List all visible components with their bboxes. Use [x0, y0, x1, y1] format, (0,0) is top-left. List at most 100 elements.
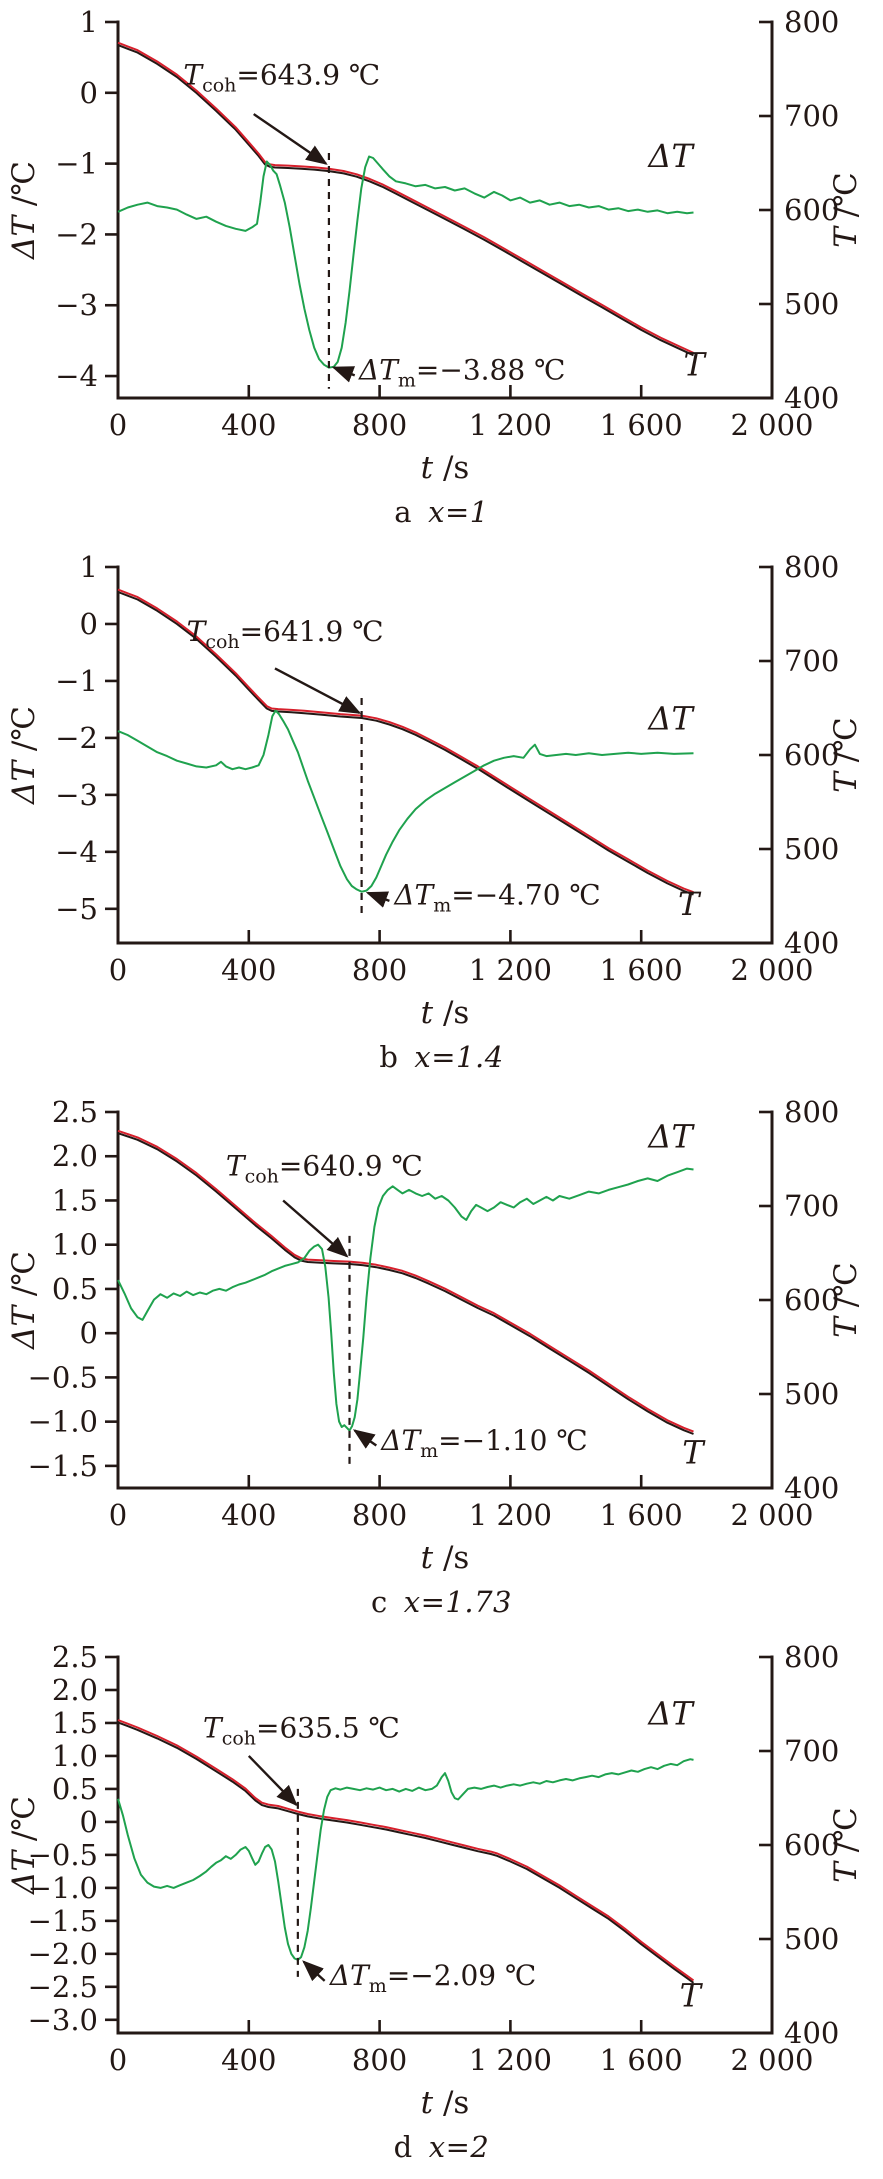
temperature-curve-label: T — [678, 885, 702, 923]
right-axis-title: T /℃ — [828, 172, 864, 248]
x-axis-tick-label: 800 — [352, 408, 407, 442]
x-axis-tick-label: 0 — [109, 408, 127, 442]
left-axis-tick-label: 0 — [80, 1805, 98, 1839]
t-coh-annotation-arrow — [274, 667, 362, 714]
left-axis-tick-label: 0.5 — [52, 1272, 98, 1306]
x-axis-tick-label: 2 000 — [730, 408, 813, 442]
t-coh-annotation-text: Tcoh=640.9 ℃ — [226, 1150, 423, 1188]
x-axis-title-unit: /s — [433, 450, 469, 486]
left-axis-title: ΔT /℃ — [6, 1796, 42, 1895]
delta-t-m-annotation-text: ΔTm=−3.88 ℃ — [358, 354, 565, 392]
subtitle-expression: x=1 — [428, 495, 489, 529]
right-axis-tick-label: 600 — [784, 1828, 839, 1862]
delta-t-m-annotation-subscript: m — [369, 1975, 387, 1997]
x-axis-tick-label: 2 000 — [730, 953, 813, 987]
chart-panel-b: 1 0 −1 −2 −3 −4 −5 800 700 600 500 400 0 400 800 1 200 1… — [0, 545, 883, 1090]
left-axis-tick-label: −1.5 — [28, 1449, 98, 1483]
x-axis-title-unit: /s — [433, 2085, 469, 2121]
x-axis-title-unit: /s — [433, 1540, 469, 1576]
delta-t-curve-label: ΔT — [646, 1694, 695, 1732]
x-axis-tick-label: 1 600 — [600, 408, 683, 442]
delta-t-curve — [117, 155, 694, 369]
delta-t-m-annotation-arrow — [331, 366, 356, 383]
x-axis-tick-label: 2 000 — [730, 1498, 813, 1532]
left-axis-tick-label: 2.5 — [52, 1640, 98, 1674]
subtitle-index: a — [394, 495, 413, 529]
right-axis-title: T /℃ — [828, 1807, 864, 1883]
right-axis-title-unit: /℃ — [828, 1807, 864, 1862]
t-coh-annotation-arrow — [253, 113, 328, 165]
t-coh-annotation-text: Tcoh=641.9 ℃ — [187, 615, 384, 653]
right-axis-tick-label: 500 — [784, 1377, 839, 1411]
right-axis-tick-label: 500 — [784, 287, 839, 321]
right-axis-title-var: T — [828, 225, 864, 248]
right-axis-tick-label: 600 — [784, 193, 839, 227]
left-axis-title: ΔT /℃ — [6, 706, 42, 805]
right-axis-tick-label: 400 — [784, 1471, 839, 1505]
right-axis-tick-label: 500 — [784, 832, 839, 866]
delta-t-m-annotation-subscript: m — [433, 894, 451, 916]
left-axis-title-var: ΔT — [6, 1304, 42, 1350]
x-axis-title: t /s — [421, 450, 470, 486]
left-axis-tick-label: −1.5 — [28, 1904, 98, 1938]
temperature-curve — [117, 1129, 694, 1433]
t-coh-annotation-value: =641.9 ℃ — [240, 615, 384, 648]
subtitle-index: c — [371, 1585, 388, 1619]
left-axis-tick-label: −1.0 — [28, 1871, 98, 1905]
left-axis-tick-label: −0.5 — [28, 1838, 98, 1872]
chart-d-svg: 2.52.01.51.00.50−0.5−1.0−1.5−2.0−2.5−3.0… — [6, 1640, 864, 2121]
t-coh-annotation-subscript: coh — [202, 74, 236, 96]
x-axis-tick-label: 800 — [352, 1498, 407, 1532]
delta-t-m-annotation-arrow — [352, 1429, 378, 1449]
x-axis-tick-label: 400 — [221, 1498, 276, 1532]
delta-t-m-annotation-symbol: ΔT — [358, 354, 400, 387]
left-axis-tick-label: 1.0 — [52, 1739, 98, 1773]
t-coh-annotation-symbol: T — [183, 58, 204, 91]
right-axis-title: T /℃ — [828, 717, 864, 793]
right-axis-tick-label: 700 — [784, 1734, 839, 1768]
x-axis-tick-label: 800 — [352, 953, 407, 987]
x-axis-title-var: t — [421, 1540, 434, 1576]
delta-t-m-annotation-arrow — [302, 1960, 326, 1982]
left-axis-tick-label: −1 — [55, 147, 98, 181]
left-axis-title: ΔT /℃ — [6, 1251, 42, 1350]
x-axis-title: t /s — [421, 1540, 470, 1576]
left-axis-tick-label: −2 — [55, 721, 98, 755]
subtitle-expression: x=1.4 — [414, 1040, 504, 1074]
subtitle-expression: x=2 — [428, 2130, 490, 2164]
right-axis-title: T /℃ — [828, 1262, 864, 1338]
t-coh-annotation-text: Tcoh=643.9 ℃ — [183, 58, 380, 96]
x-axis-title-var: t — [421, 2085, 434, 2121]
delta-t-m-annotation-symbol: ΔT — [393, 878, 435, 911]
left-axis-tick-label: −3 — [55, 778, 98, 812]
temperature-curve — [117, 1719, 695, 1982]
x-axis-title-var: t — [421, 995, 434, 1031]
chart-a-subtitle: a x=1 — [0, 490, 883, 545]
right-axis-title-var: T — [828, 1860, 864, 1883]
left-axis-tick-label: 2.5 — [52, 1095, 98, 1129]
chart-b-svg: 1 0 −1 −2 −3 −4 −5 800 700 600 500 400 0 400 800 1 200 1… — [6, 550, 864, 1031]
subtitle-index: d — [393, 2130, 413, 2164]
left-axis-tick-label: 0 — [80, 76, 98, 110]
x-axis-title: t /s — [421, 995, 470, 1031]
left-axis-tick-label: −4 — [55, 835, 98, 869]
right-axis-tick-label: 700 — [784, 1189, 839, 1223]
delta-t-m-annotation-subscript: m — [398, 370, 416, 392]
left-axis-tick-label: 1.5 — [52, 1706, 98, 1740]
chart-b-subtitle: b x=1.4 — [0, 1035, 883, 1090]
left-axis-title-var: ΔT — [6, 214, 42, 260]
x-axis-tick-label: 800 — [352, 2043, 407, 2077]
delta-t-m-annotation-value: =−4.70 ℃ — [451, 878, 601, 911]
chart-panel-a: 1 0 −1 −2 −3 −4 800 700 600 500 400 0 400 800 1 200 1 6… — [0, 0, 883, 545]
right-axis-tick-label: 600 — [784, 738, 839, 772]
right-axis-tick-label: 500 — [784, 1922, 839, 1956]
left-axis-tick-label: −0.5 — [28, 1360, 98, 1394]
left-axis-tick-label: 1.5 — [52, 1183, 98, 1217]
t-coh-annotation-value: =643.9 ℃ — [236, 58, 380, 91]
right-axis-tick-label: 400 — [784, 381, 839, 415]
delta-t-curve — [117, 1167, 694, 1432]
right-axis-title-unit: /℃ — [828, 172, 864, 227]
left-axis-title-unit: /℃ — [6, 161, 42, 216]
left-axis-tick-label: 2.0 — [52, 1139, 98, 1173]
